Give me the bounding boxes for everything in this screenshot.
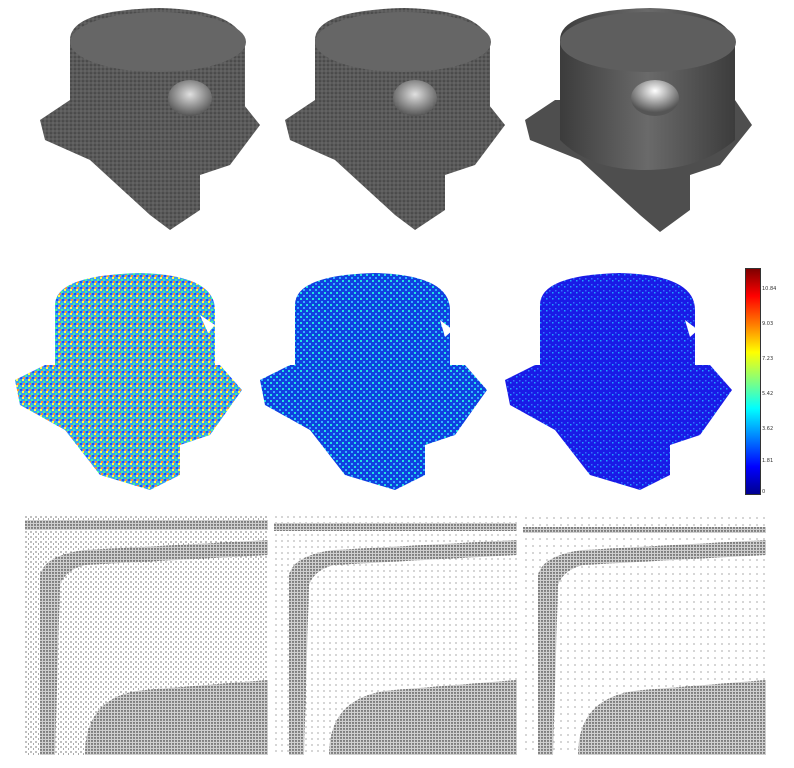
colorbar-tick: 0 <box>762 489 766 495</box>
colorbar-tick: 1.81 <box>762 458 774 464</box>
surface-render-2 <box>275 0 515 240</box>
surface-render-3 <box>520 0 760 240</box>
colorbar-tick: 7.23 <box>762 356 774 362</box>
pointcloud-closeup-1 <box>25 515 268 755</box>
surface-render-1 <box>30 0 270 240</box>
pointcloud-closeup-2 <box>274 515 517 755</box>
error-heatmap-1 <box>10 265 250 495</box>
colorbar-tick: 3.62 <box>762 426 774 432</box>
colorbar-tick: 5.42 <box>762 391 774 397</box>
error-heatmap-2 <box>255 265 495 495</box>
pointcloud-closeup-3 <box>523 515 766 755</box>
colorbar-tick: 9.03 <box>762 321 774 327</box>
colorbar <box>745 268 761 495</box>
colorbar-tick: 10.84 <box>762 286 777 292</box>
error-heatmap-3 <box>500 265 740 495</box>
